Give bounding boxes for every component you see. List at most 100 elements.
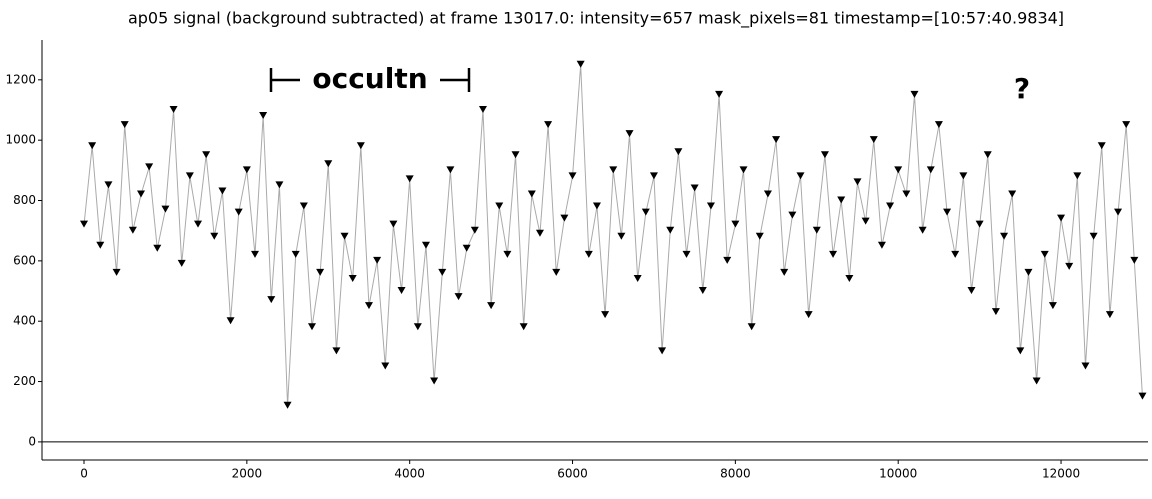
point [250,250,259,258]
occultn-bracket [269,68,471,92]
y-tick-label: 600 [13,253,36,267]
point [788,211,797,219]
point [470,226,479,234]
point [837,196,846,204]
point [307,323,316,331]
point [503,250,512,258]
x-tick-label: 6000 [557,467,588,481]
point [763,190,772,198]
point [267,296,276,304]
point [1024,268,1033,276]
point [755,232,764,240]
point [446,166,455,174]
point [820,151,829,159]
point [1081,362,1090,370]
point [926,166,935,174]
point [682,250,691,258]
point [202,151,211,159]
point [1065,262,1074,270]
point [487,302,496,310]
point [226,317,235,325]
point [454,293,463,301]
point [185,172,194,180]
y-tick-label: 0 [28,434,36,448]
point [918,226,927,234]
point [633,274,642,282]
point [723,256,732,264]
point [373,256,382,264]
point [1138,392,1147,400]
point [731,220,740,228]
point [967,287,976,295]
series-line [83,64,1143,406]
point [340,232,349,240]
point [275,181,284,189]
point [1097,142,1106,150]
point [609,166,618,174]
point [348,274,357,282]
point [910,90,919,98]
y-tick-label: 400 [13,314,36,328]
point [511,151,520,159]
point [242,166,251,174]
point [88,142,97,150]
point [544,121,553,129]
x-tick-label: 12000 [1042,467,1080,481]
annotation: occultn [312,62,427,95]
point [177,259,186,267]
point [576,60,585,68]
point [535,229,544,237]
point [1105,311,1114,319]
point [438,268,447,276]
point [283,401,292,409]
x-tick-label: 0 [80,467,88,481]
point [812,226,821,234]
point [584,250,593,258]
x-tick-label: 2000 [232,467,263,481]
point [690,184,699,192]
point [772,136,781,144]
x-tick-label: 4000 [394,467,425,481]
point [161,205,170,213]
point [1040,250,1049,258]
point [674,148,683,156]
point [666,226,675,234]
point [959,172,968,180]
point [1130,256,1139,264]
point [1048,302,1057,310]
point [193,220,202,228]
point [568,172,577,180]
point [120,121,129,129]
point [796,172,805,180]
point [983,151,992,159]
point [1057,214,1066,222]
point [324,160,333,168]
point [316,268,325,276]
point [218,187,227,195]
point [886,202,895,210]
point [715,90,724,98]
annotation: ? [1014,72,1030,105]
point [234,208,243,216]
point [601,311,610,319]
point [153,244,162,252]
point [747,323,756,331]
point [1073,172,1082,180]
point [299,202,308,210]
point [861,217,870,225]
point [853,178,862,186]
point [706,202,715,210]
y-tick-label: 1200 [5,72,36,86]
point [96,241,105,249]
point [462,244,471,252]
point [934,121,943,129]
point [1000,232,1009,240]
y-tick-label: 1000 [5,133,36,147]
point [1032,377,1041,385]
point [527,190,536,198]
point [169,106,178,113]
point [829,250,838,258]
point [902,190,911,198]
point [951,250,960,258]
